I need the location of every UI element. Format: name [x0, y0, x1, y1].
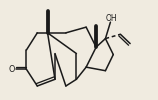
Text: O: O	[9, 65, 15, 74]
Text: OH: OH	[106, 14, 118, 23]
